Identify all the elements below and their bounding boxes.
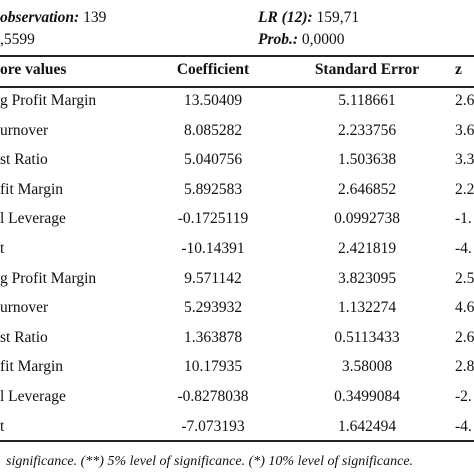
cell: 4.6 [455, 299, 474, 317]
cell: 2.646852 [337, 180, 397, 198]
prob-label: Prob.: [258, 31, 299, 48]
row-label: l Leverage [0, 210, 66, 228]
cell: 3.3 [455, 151, 474, 169]
row-label: st Ratio [0, 151, 48, 169]
cell: 2.2 [455, 180, 474, 198]
row-label: l Leverage [0, 388, 66, 405]
lr-label: LR (12): [258, 9, 313, 26]
cell: -2. [455, 388, 472, 405]
cell: 0.5113433 [334, 328, 400, 346]
cell: 0.0992738 [334, 210, 400, 228]
cell: 5.118661 [338, 92, 396, 109]
cell: 1.132274 [337, 299, 397, 317]
prob-value: 0,0000 [301, 31, 345, 48]
column-header: Standard Error [314, 61, 420, 78]
lr-value: 159,71 [316, 9, 360, 26]
prob-line: Prob.: 0,0000 [258, 30, 345, 50]
cell: -0.1725119 [177, 210, 249, 228]
column-header: z [455, 61, 462, 78]
cell: 5.040756 [183, 151, 243, 169]
cell: -4. [455, 240, 472, 257]
cell: 10.17935 [183, 358, 243, 376]
row-label: st Ratio [0, 328, 48, 346]
footnote: significance. (**) 5% level of significa… [6, 454, 414, 469]
cell: -0.8278038 [177, 388, 249, 405]
cell: 5.892583 [183, 180, 243, 198]
cell: 1.642494 [337, 417, 397, 435]
observation-value: 139 [83, 9, 107, 26]
row-label: urnover [0, 299, 49, 317]
cell: 2.233756 [337, 121, 397, 139]
cell: 8.085282 [183, 121, 243, 139]
cell: 9.571142 [184, 269, 242, 287]
cell: 3.6 [455, 121, 474, 139]
cell: 0.3499084 [334, 388, 400, 405]
cell: -4. [455, 417, 472, 435]
row-label: t [0, 417, 5, 435]
row-label: g Profit Margin [0, 92, 97, 109]
row-label: fit Margin [0, 180, 63, 198]
cell: 2.6 [455, 328, 474, 346]
cell: 2.6 [455, 92, 474, 109]
rule [0, 86, 474, 88]
cell: 2.5 [455, 269, 474, 287]
cell: 2.421819 [337, 240, 397, 257]
cell: -7.073193 [181, 417, 245, 435]
row-label: t [0, 240, 5, 257]
lr-line: LR (12): 159,71 [258, 8, 359, 28]
row-label: urnover [0, 121, 49, 139]
row-label: g Profit Margin [0, 269, 97, 287]
column-header: ore values [0, 61, 67, 78]
cell: 13.50409 [183, 92, 243, 109]
cell: 3.58008 [341, 358, 393, 376]
rule [0, 55, 474, 57]
cell: -1. [455, 210, 472, 228]
rule [0, 440, 474, 442]
observation-label: observation: [0, 9, 80, 26]
cell: 2.8 [455, 358, 474, 376]
cell: 5.293932 [183, 299, 243, 317]
column-header: Coefficient [176, 61, 250, 78]
cell: 3.823095 [337, 269, 397, 287]
cell: 1.503638 [337, 151, 397, 169]
cell: 1.363878 [183, 328, 243, 346]
r2-value: ,5599 [0, 31, 35, 48]
observation-line: observation: 139 [0, 8, 106, 28]
row-label: fit Margin [0, 358, 63, 376]
cell: -10.14391 [181, 240, 245, 257]
